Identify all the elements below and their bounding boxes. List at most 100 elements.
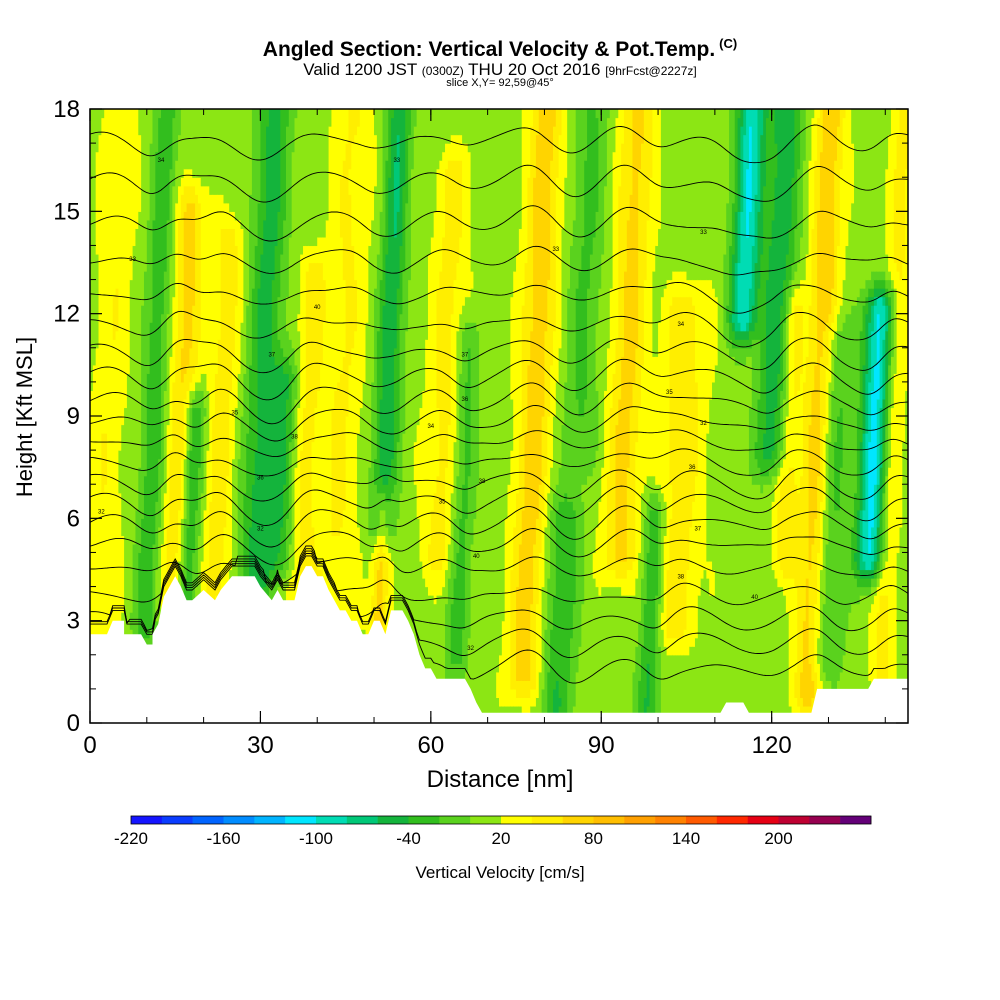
field-cell xyxy=(362,109,367,383)
field-cell xyxy=(169,253,173,357)
terrain-profile xyxy=(90,566,908,723)
field-cell xyxy=(521,697,526,716)
field-cell xyxy=(876,484,881,528)
field-cell xyxy=(862,364,866,434)
field-cell xyxy=(285,126,290,298)
field-cell xyxy=(115,109,119,289)
field-cell xyxy=(587,109,591,289)
field-cell xyxy=(865,569,869,579)
field-cell xyxy=(808,569,813,664)
field-cell xyxy=(890,279,895,289)
field-cell xyxy=(558,501,563,699)
field-cell xyxy=(459,160,463,238)
isentrope-line xyxy=(90,310,908,348)
field-cell xyxy=(410,168,415,723)
field-cell xyxy=(882,398,886,443)
field-cell xyxy=(800,373,804,477)
field-cell xyxy=(149,143,154,323)
field-cell xyxy=(234,245,239,306)
field-cell xyxy=(234,407,239,723)
field-cell xyxy=(535,697,540,723)
field-cell xyxy=(331,407,335,536)
field-cell xyxy=(882,109,886,272)
field-column xyxy=(623,109,628,723)
colorbar-swatch xyxy=(408,816,440,824)
field-cell xyxy=(859,595,864,723)
field-cell xyxy=(834,356,838,443)
field-cell xyxy=(862,509,866,562)
field-column xyxy=(666,109,671,723)
field-cell xyxy=(763,109,767,187)
field-cell xyxy=(339,109,344,178)
field-cell xyxy=(737,211,742,264)
field-cell xyxy=(464,143,469,298)
field-cell xyxy=(371,552,375,596)
field-cell xyxy=(382,305,386,485)
field-cell xyxy=(175,552,179,596)
field-cell xyxy=(729,339,733,357)
field-cell xyxy=(533,688,537,707)
field-cell xyxy=(703,569,707,723)
field-cell xyxy=(856,603,861,723)
field-column xyxy=(663,109,668,723)
field-cell xyxy=(178,109,182,136)
field-cell xyxy=(374,543,378,562)
field-cell xyxy=(303,407,307,596)
field-cell xyxy=(138,467,142,554)
field-cell xyxy=(464,109,469,144)
field-cell xyxy=(413,484,418,723)
field-cell xyxy=(638,680,642,723)
field-cell xyxy=(697,595,702,723)
field-column xyxy=(748,109,753,723)
field-cell xyxy=(408,279,412,723)
field-cell xyxy=(595,450,600,528)
field-column xyxy=(873,109,878,723)
field-column xyxy=(743,109,747,723)
field-cell xyxy=(456,552,460,664)
field-cell xyxy=(555,381,560,485)
field-cell xyxy=(453,134,457,161)
field-cell xyxy=(547,109,551,281)
field-cell xyxy=(422,390,426,579)
field-cell xyxy=(564,381,568,494)
field-cell xyxy=(90,109,94,392)
field-cell xyxy=(893,168,898,264)
field-cell xyxy=(677,654,682,723)
field-cell xyxy=(649,177,653,477)
field-cell xyxy=(652,271,656,357)
field-cell xyxy=(178,509,182,562)
field-cell xyxy=(143,475,148,639)
field-cell xyxy=(635,578,639,647)
contour-labels: 3233343536373840323334353637384032333435… xyxy=(98,158,759,652)
field-column xyxy=(442,109,446,723)
field-cell xyxy=(348,109,352,170)
field-cell xyxy=(743,109,747,136)
field-column xyxy=(760,109,764,723)
field-cell xyxy=(609,288,614,409)
field-cell xyxy=(578,271,582,417)
field-cell xyxy=(388,177,392,477)
field-cell xyxy=(572,509,577,605)
field-cell xyxy=(183,373,188,400)
field-cell xyxy=(530,603,534,690)
field-cell xyxy=(882,595,886,690)
field-cell xyxy=(604,586,608,723)
colorbar-swatch xyxy=(747,816,779,824)
field-column xyxy=(865,109,869,723)
field-cell xyxy=(189,168,193,187)
field-column xyxy=(473,109,477,723)
y-tick-label: 3 xyxy=(67,608,80,635)
field-cell xyxy=(592,236,597,468)
field-cell xyxy=(382,109,386,238)
field-cell xyxy=(195,381,199,392)
field-cell xyxy=(547,578,551,673)
terrain-mask xyxy=(90,566,908,723)
field-cell xyxy=(232,211,236,229)
field-cell xyxy=(731,347,736,357)
field-column xyxy=(615,109,619,723)
field-cell xyxy=(155,569,159,622)
colorbar-swatch xyxy=(470,816,502,824)
field-cell xyxy=(626,219,631,468)
field-cell xyxy=(226,228,230,477)
field-cell xyxy=(700,279,705,579)
